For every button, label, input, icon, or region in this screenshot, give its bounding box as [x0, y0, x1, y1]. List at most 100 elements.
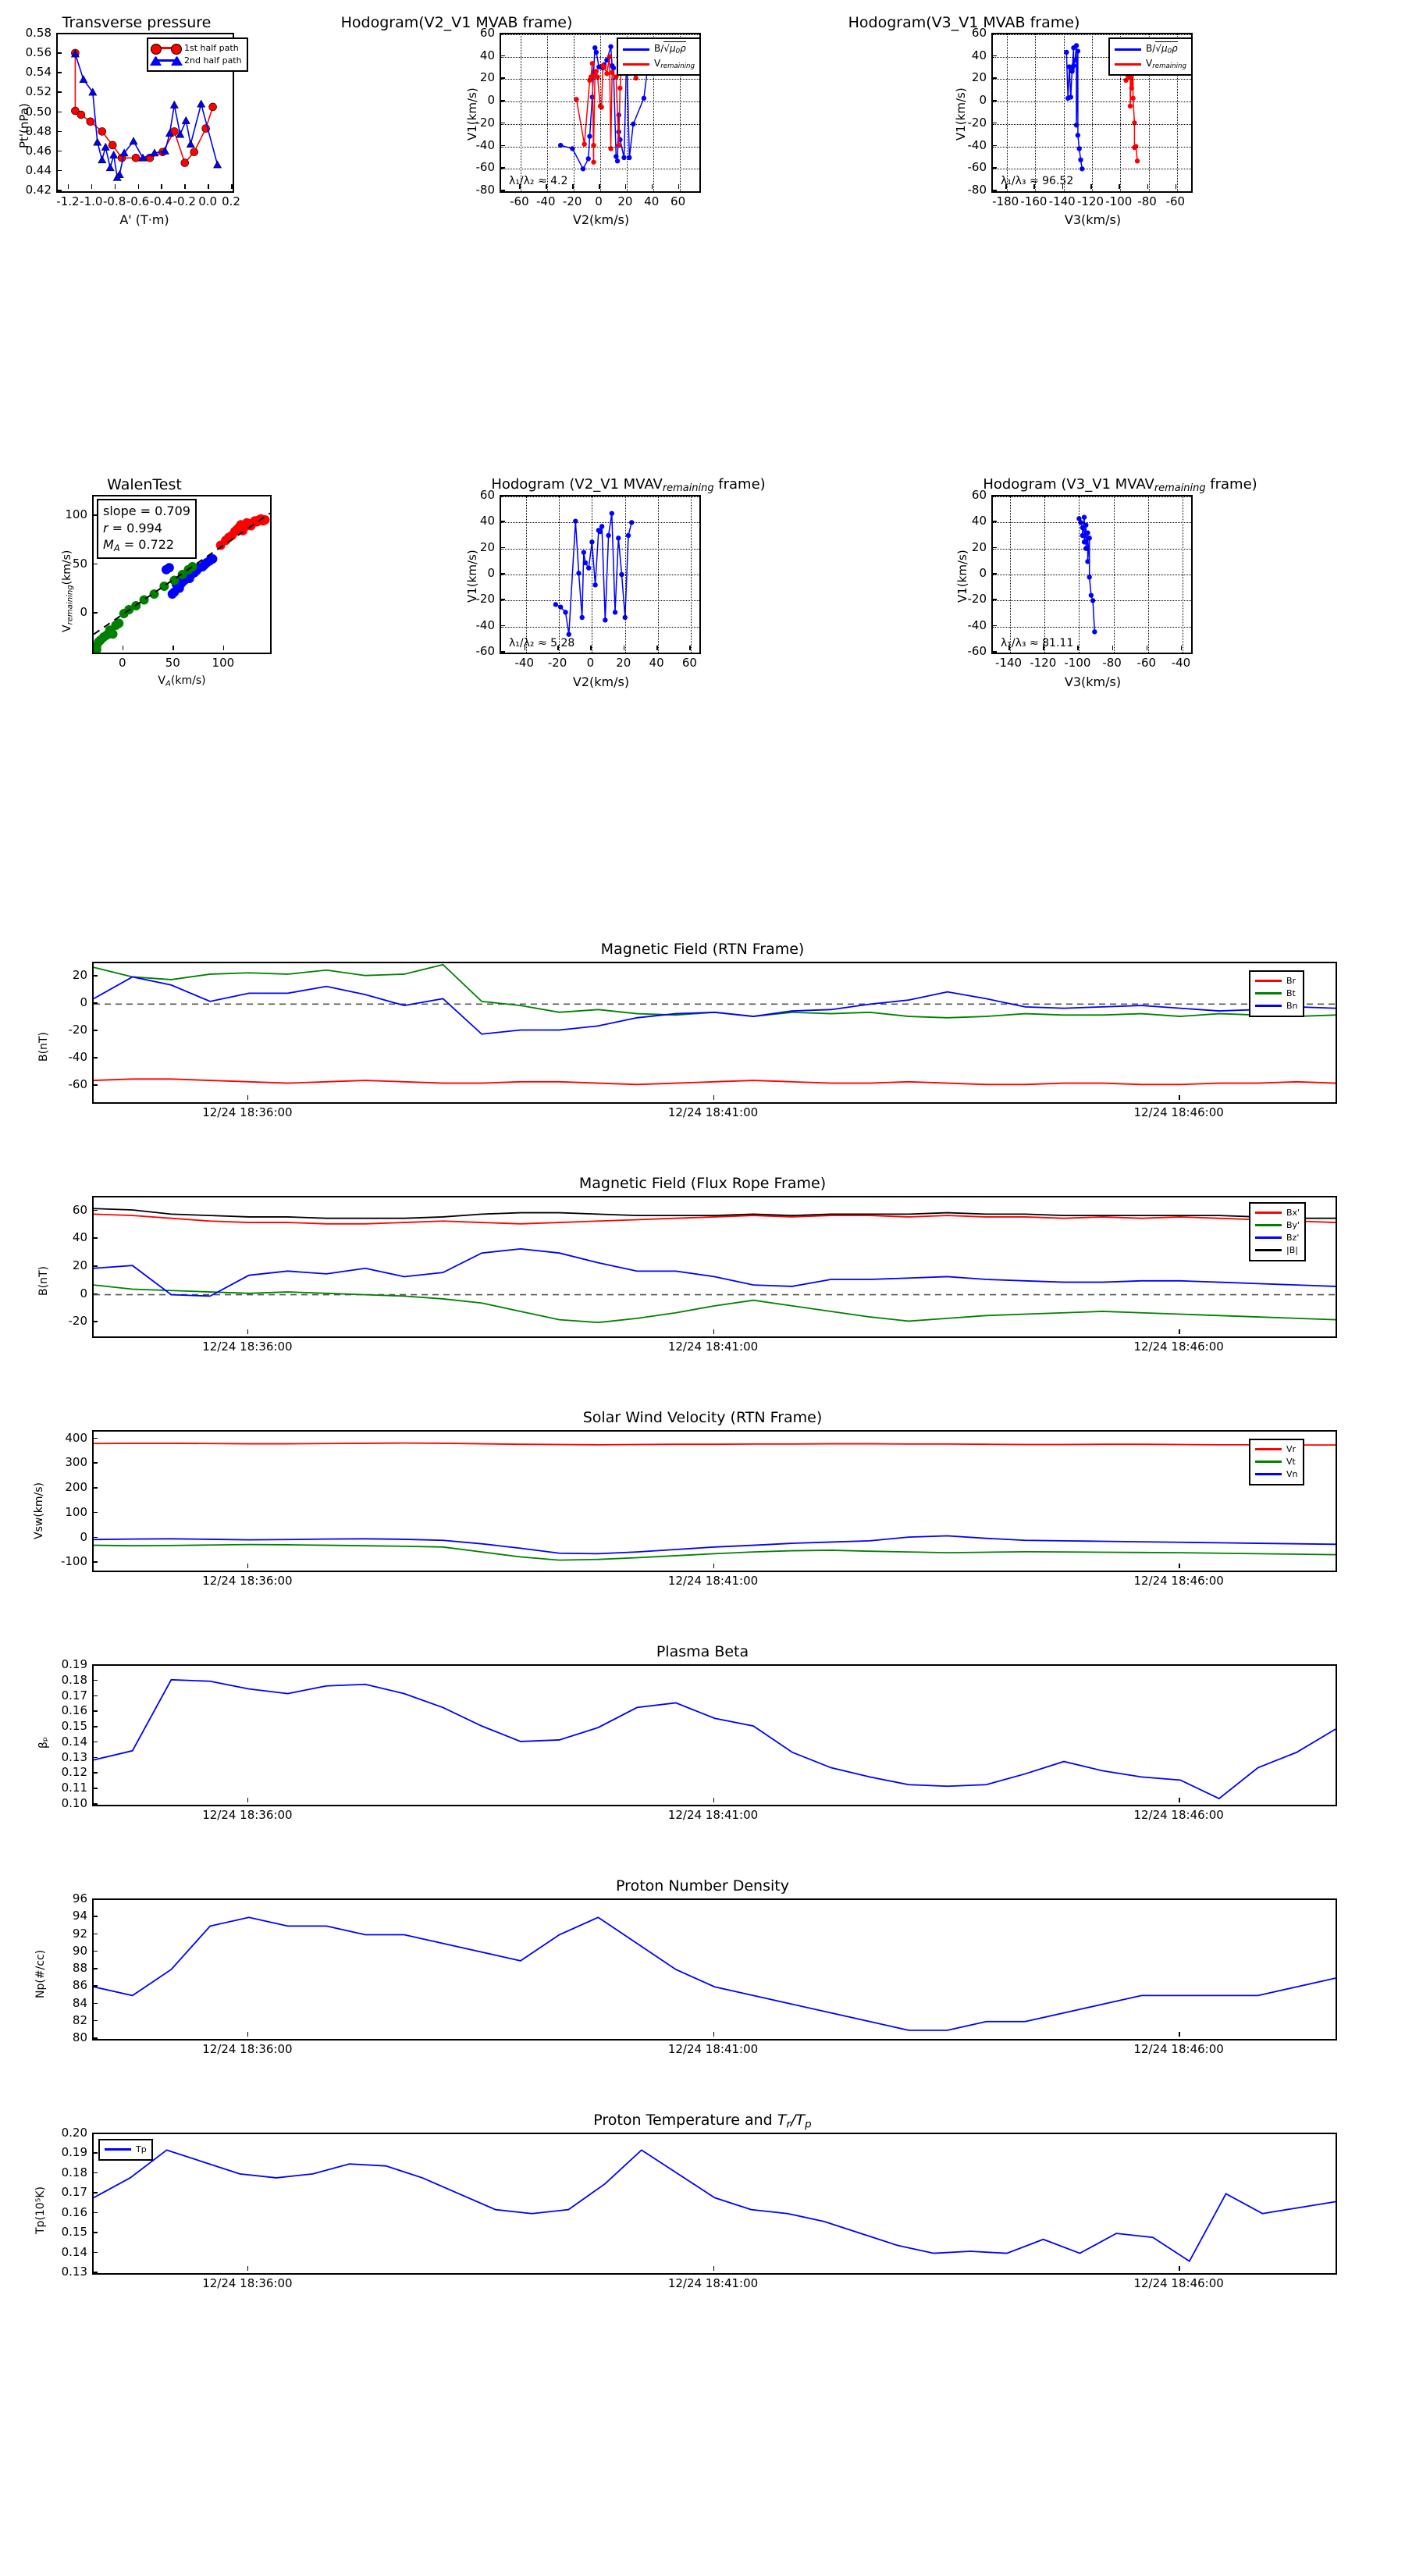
- grid-line-horizontal: [993, 56, 1191, 58]
- data-point: [591, 159, 596, 165]
- axis-tick: [247, 1798, 249, 1802]
- legend-label: 2nd half path: [184, 55, 242, 66]
- data-point: [1087, 535, 1092, 541]
- axis-tick-label: 96: [72, 1891, 87, 1905]
- data-point: [582, 560, 589, 566]
- grid-line-horizontal: [501, 496, 699, 497]
- grid-line-vertical: [1092, 34, 1093, 191]
- y-axis-label: Np(#/cc): [34, 1949, 47, 1998]
- axis-tick: [93, 1487, 98, 1489]
- axis-tick-label: 0: [80, 1286, 87, 1300]
- legend-label: Vremaining: [654, 57, 695, 70]
- axis-tick-label: 0: [979, 566, 987, 580]
- axis-tick: [93, 1511, 98, 1514]
- axis-tick: [93, 2232, 98, 2233]
- data-point: [606, 532, 611, 539]
- legend-triangle-marker: [150, 55, 161, 66]
- axis-tick: [1005, 184, 1007, 189]
- data-point: [579, 614, 585, 621]
- grid-line-vertical: [1035, 34, 1037, 191]
- y-axis-label: B(nT): [37, 1032, 50, 1062]
- legend-label: Bt: [1286, 987, 1296, 998]
- axis-tick: [713, 1564, 714, 1568]
- axis-tick-label: -120: [1076, 194, 1104, 208]
- axis-tick-label: -60: [1136, 656, 1157, 670]
- axis-tick: [93, 1536, 98, 1539]
- data-point: [566, 632, 571, 637]
- axis-tick-label: -40: [475, 137, 496, 152]
- axis-tick: [500, 77, 505, 79]
- axis-tick-label: -60: [967, 644, 987, 658]
- eigenvalue-ratio-annotation: λ₁/λ₂ ≈ 4.2: [509, 175, 568, 187]
- data-point: [601, 64, 607, 69]
- data-point: [138, 153, 148, 162]
- data-point: [1134, 158, 1140, 164]
- axis-tick-label: 50: [72, 556, 87, 571]
- axis-tick-label: -40: [967, 137, 987, 152]
- axis-tick-label: 0: [487, 566, 495, 580]
- panel-title: Proton Temperature and Tr/Tp: [593, 2112, 812, 2131]
- data-point: [603, 617, 608, 623]
- panel-title: Transverse pressure: [62, 14, 212, 31]
- stat-correlation: r = 0.994: [103, 520, 162, 535]
- axis-tick-label: 0.2: [222, 194, 240, 208]
- data-point: [114, 618, 124, 628]
- axis-tick-label: 12/24 18:41:00: [667, 2276, 759, 2290]
- axis-tick-label: 0.15: [61, 1719, 87, 1734]
- axis-tick-label: -20: [967, 592, 987, 607]
- legend-triangle-marker: [172, 55, 183, 66]
- data-point: [1080, 525, 1086, 531]
- axis-tick-label: 60: [971, 488, 987, 502]
- axis-tick-label: -60: [475, 644, 496, 658]
- axis-tick-label: 100: [65, 507, 87, 521]
- data-point: [563, 610, 568, 615]
- axis-tick: [247, 1564, 249, 1568]
- eigenvalue-ratio-annotation: λ₁/λ₃ ≈ 96.52: [1001, 175, 1074, 187]
- axis-tick: [500, 521, 505, 522]
- x-axis-label: V3(km/s): [1064, 674, 1122, 689]
- axis-tick: [992, 495, 997, 496]
- legend-swatch: [1255, 1249, 1282, 1252]
- legend-label: Tp: [136, 2144, 147, 2154]
- legend-swatch: [150, 55, 183, 66]
- axis-tick: [656, 646, 658, 650]
- data-point: [86, 117, 95, 126]
- axis-tick-label: 0: [487, 93, 495, 108]
- grid-line-horizontal: [993, 101, 1191, 103]
- axis-tick: [992, 100, 997, 101]
- legend-item: Vremaining: [623, 57, 695, 72]
- legend-item: Bz': [1255, 1232, 1300, 1244]
- axis-tick-label: -20: [967, 115, 987, 130]
- axis-tick-label: 12/24 18:36:00: [202, 1340, 293, 1354]
- data-point: [589, 61, 596, 66]
- axis-tick: [500, 495, 505, 496]
- axis-tick-label: 100: [212, 656, 235, 670]
- panel-title: WalenTest: [107, 476, 182, 493]
- axis-tick: [93, 2002, 98, 2004]
- axis-tick-label: 60: [479, 488, 495, 502]
- axis-tick-label: 20: [72, 1258, 87, 1272]
- axis-tick-label: -60: [68, 1077, 88, 1092]
- axis-tick-label: -100: [1064, 656, 1091, 670]
- legend: Vr Vt Vn: [1249, 1439, 1304, 1485]
- axis-tick: [500, 33, 505, 34]
- data-point: [1075, 48, 1081, 54]
- axis-tick: [231, 184, 233, 189]
- axis-tick: [93, 1756, 98, 1759]
- legend-item: Vr: [1255, 1443, 1298, 1456]
- data-point: [1064, 49, 1069, 55]
- axis-tick-label: -80: [967, 183, 987, 197]
- axis-tick-label: -140: [995, 656, 1023, 670]
- grid-line-vertical: [547, 34, 549, 191]
- axis-tick-label: 20: [479, 70, 495, 85]
- legend-item: |B|: [1255, 1244, 1300, 1257]
- axis-tick-label: 20: [617, 194, 633, 208]
- axis-tick-label: 0.11: [61, 1781, 87, 1795]
- stat-alfven-mach: MA = 0.722: [103, 537, 175, 554]
- x-axis-label: V3(km/s): [1064, 212, 1122, 227]
- series-line: [94, 1078, 1336, 1086]
- axis-tick: [500, 55, 505, 57]
- axis-tick-label: 12/24 18:46:00: [1133, 2276, 1224, 2290]
- data-point: [570, 146, 575, 151]
- data-point: [610, 69, 615, 76]
